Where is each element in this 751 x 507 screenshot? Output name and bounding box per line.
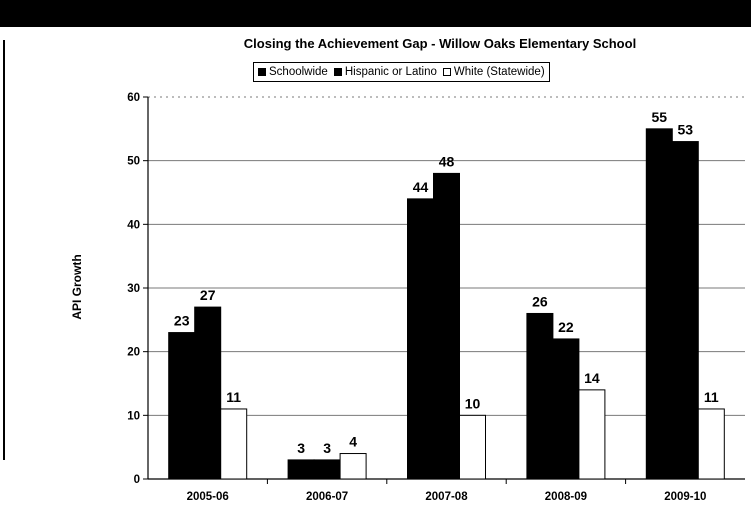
bar-hispanic-or-latino-2008-09: [552, 338, 580, 480]
data-label-hispanic-or-latino-2008-09: 22: [558, 319, 574, 335]
y-tick-label: 40: [127, 219, 140, 231]
y-tick-label: 20: [127, 347, 140, 359]
data-label-schoolwide-2006-07: 3: [297, 440, 305, 456]
x-tick-label: 2007-08: [425, 491, 468, 503]
y-tick-label: 30: [127, 283, 140, 295]
left-divider: [3, 40, 5, 460]
legend-label-hispanic: Hispanic or Latino: [344, 66, 437, 78]
x-tick-label: 2009-10: [664, 491, 706, 503]
x-tick-label: 2008-09: [545, 491, 587, 503]
x-tick-label: 2005-06: [187, 491, 229, 503]
bar-schoolwide-2009-10: [645, 128, 673, 480]
legend-item-hispanic: Hispanic or Latino: [333, 66, 437, 78]
data-label-white-statewide-2008-09: 14: [584, 370, 600, 386]
bar-white-statewide-2005-06: [220, 408, 248, 480]
chart-title: Closing the Achievement Gap - Willow Oak…: [243, 36, 637, 51]
bar-schoolwide-2006-07: [287, 459, 315, 480]
bar-hispanic-or-latino-2005-06: [194, 306, 222, 480]
data-label-hispanic-or-latino-2005-06: 27: [200, 287, 216, 303]
data-label-white-statewide-2006-07: 4: [349, 434, 357, 450]
legend-label-white: White (Statewide): [453, 66, 545, 78]
data-label-white-statewide-2009-10: 11: [704, 389, 719, 405]
legend-item-white: White (Statewide): [442, 66, 545, 78]
x-tick-label: 2006-07: [306, 491, 348, 503]
y-tick-label: 60: [127, 92, 140, 104]
legend-swatch-white: [442, 68, 451, 76]
bar-hispanic-or-latino-2006-07: [313, 459, 341, 480]
bar-white-statewide-2009-10: [697, 408, 725, 480]
legend-swatch-schoolwide: [258, 68, 266, 76]
legend-swatch-hispanic: [333, 68, 342, 76]
data-label-hispanic-or-latino-2006-07: 3: [323, 440, 331, 456]
data-label-hispanic-or-latino-2009-10: 53: [678, 122, 694, 138]
bar-schoolwide-2007-08: [407, 198, 434, 480]
bar-white-statewide-2007-08: [459, 414, 486, 480]
data-label-hispanic-or-latino-2007-08: 48: [439, 153, 455, 169]
bar-white-statewide-2006-07: [339, 453, 367, 480]
data-label-schoolwide-2008-09: 26: [532, 293, 548, 309]
legend-label-schoolwide: Schoolwide: [269, 66, 328, 78]
chart-legend: Schoolwide Hispanic or Latino White (Sta…: [253, 62, 550, 82]
top-banner: [0, 0, 751, 27]
bar-white-statewide-2008-09: [578, 389, 606, 480]
bar-schoolwide-2008-09: [526, 312, 554, 480]
data-label-white-statewide-2005-06: 11: [226, 389, 241, 405]
bar-hispanic-or-latino-2007-08: [433, 172, 460, 480]
bar-schoolwide-2005-06: [168, 332, 196, 480]
data-label-schoolwide-2007-08: 44: [413, 179, 429, 195]
y-tick-label: 50: [127, 156, 140, 168]
legend-item-schoolwide: Schoolwide: [258, 66, 328, 78]
data-label-schoolwide-2009-10: 55: [652, 109, 668, 125]
y-tick-label: 10: [127, 410, 140, 422]
data-label-schoolwide-2005-06: 23: [174, 313, 190, 329]
data-label-white-statewide-2007-08: 10: [465, 395, 481, 411]
bar-hispanic-or-latino-2009-10: [671, 141, 699, 480]
y-tick-label: 0: [134, 474, 140, 486]
